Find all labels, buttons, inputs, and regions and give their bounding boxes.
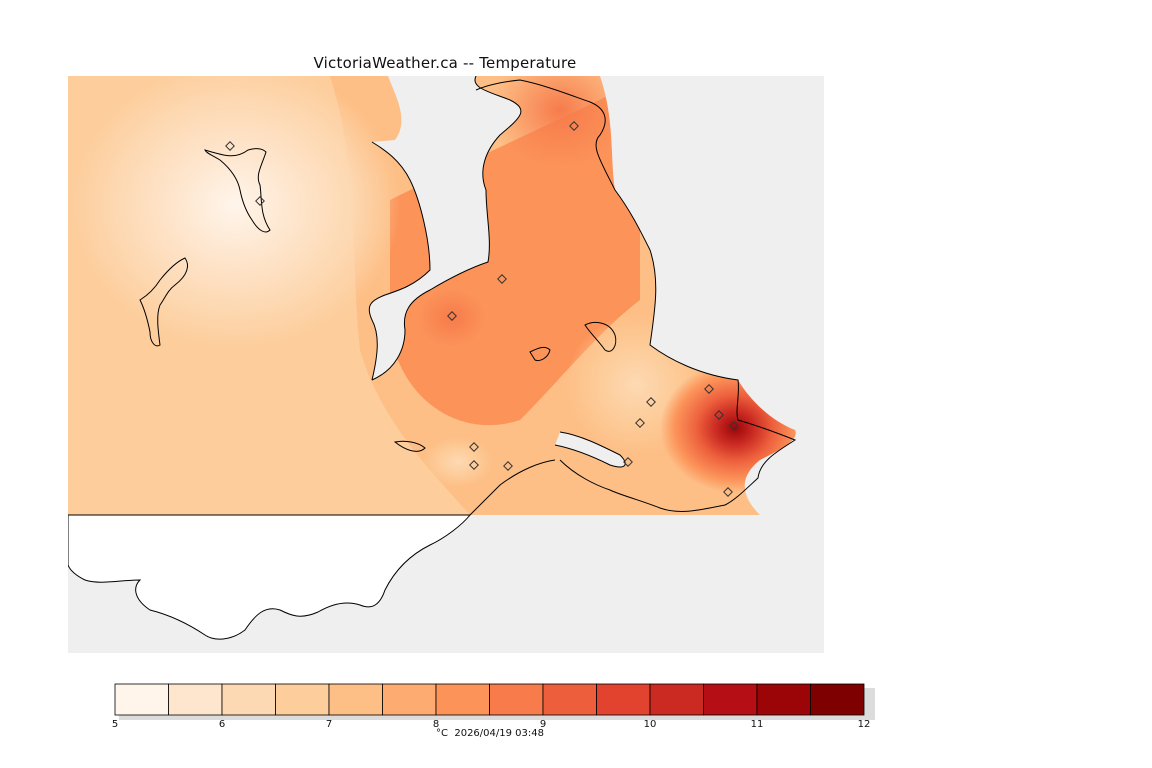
legend-swatch: [221, 683, 276, 716]
legend-tick-label: 12: [858, 719, 871, 730]
station-marker: [704, 384, 714, 394]
station-marker: [569, 121, 579, 131]
legend-tick-label: 7: [326, 719, 332, 730]
legend-tick-label: 8: [433, 719, 439, 730]
legend-tick-label: 6: [219, 719, 225, 730]
color-legend: 5 6 7 8 9 10 11 12: [112, 683, 875, 730]
coast-south-west: [469, 459, 556, 516]
station-marker: [723, 487, 733, 497]
temperature-map[interactable]: [68, 76, 824, 653]
legend-tick-label: 9: [540, 719, 546, 730]
legend-swatch: [596, 683, 651, 716]
coast-north-tip: [475, 79, 797, 512]
station-marker: [255, 196, 265, 206]
station-marker: [623, 457, 633, 467]
legend-ticks: 5 6 7 8 9 10 11 12: [112, 719, 871, 730]
station-marker: [497, 274, 507, 284]
legend-swatch: [382, 683, 437, 716]
island-east-2: [529, 346, 551, 361]
legend-swatch: [168, 683, 223, 716]
coast-saanich-inlet: [368, 141, 431, 381]
legend-swatch: [810, 683, 865, 716]
sea-channels: [68, 76, 824, 653]
olympic-peninsula: [68, 514, 472, 640]
legend-swatch: [114, 683, 169, 716]
legend-swatch: [649, 683, 704, 716]
field-cool-south: [423, 437, 493, 487]
island-west: [139, 257, 188, 347]
chart-title: VictoriaWeather.ca -- Temperature: [313, 54, 577, 72]
coastlines: [368, 76, 797, 516]
legend-swatches: [114, 683, 865, 716]
field-north-warm: [490, 76, 630, 170]
station-marker: [729, 421, 739, 431]
station-marker: [714, 410, 724, 420]
legend-timestamp: 2026/04/19 03:48: [454, 728, 544, 739]
station-marker: [469, 442, 479, 452]
legend-swatch: [756, 683, 811, 716]
coast-oak-bay: [559, 459, 611, 491]
island-north: [204, 148, 271, 233]
coast-victoria-harbour: [554, 431, 626, 468]
island-south: [393, 440, 426, 452]
station-marker: [646, 397, 656, 407]
island-east-1: [584, 322, 617, 352]
haro-strait: [600, 76, 824, 515]
victoria-harbour: [555, 432, 626, 467]
legend-tick-label: 5: [112, 719, 118, 730]
coast-inlet-east: [371, 76, 522, 381]
station-marker: [635, 418, 645, 428]
legend-caption: °C 2026/04/19 03:48: [0, 728, 980, 739]
saanich-inlet: [369, 76, 521, 380]
legend-swatch: [435, 683, 490, 716]
legend-swatch: [275, 683, 330, 716]
station-marker: [503, 461, 513, 471]
legend-swatch: [542, 683, 597, 716]
legend-tick-label: 10: [644, 719, 657, 730]
legend-swatch: [328, 683, 383, 716]
field-cool-west: [70, 76, 400, 350]
station-marker: [469, 460, 479, 470]
station-markers: [225, 121, 739, 497]
islands: [139, 148, 617, 452]
legend-swatch: [489, 683, 544, 716]
station-marker: [225, 141, 235, 151]
station-marker: [447, 311, 457, 321]
legend-swatch: [703, 683, 758, 716]
legend-tick-label: 11: [751, 719, 764, 730]
legend-units: °C: [436, 728, 448, 739]
